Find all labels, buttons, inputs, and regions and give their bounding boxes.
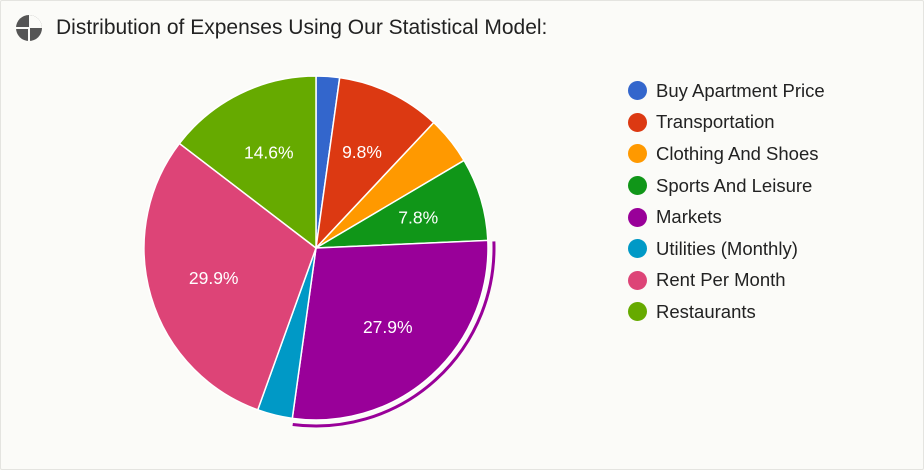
pie-slice-highlight-ring [292,241,496,428]
pie-slice-rent-per-month[interactable] [143,142,317,411]
legend-item-restaurants[interactable]: Restaurants [628,296,825,328]
pie-chart[interactable]: 9.8% 7.8% 27.9% 29.9% 14.6% [1,1,601,469]
legend-item-utilities-monthly[interactable]: Utilities (Monthly) [628,233,825,265]
legend-swatch [628,302,647,322]
legend-item-clothing-and-shoes[interactable]: Clothing And Shoes [628,138,825,170]
legend-swatch [628,176,647,196]
legend-label: Clothing And Shoes [656,142,819,164]
legend-label: Rent Per Month [656,269,786,291]
legend-swatch [628,112,647,132]
legend-label: Transportation [656,111,775,133]
legend-item-sports-and-leisure[interactable]: Sports And Leisure [628,170,825,202]
legend-swatch [628,207,647,227]
legend-label: Utilities (Monthly) [656,237,798,259]
slice-data-label-sports-and-leisure: 7.8% [398,208,438,228]
legend-swatch [628,239,647,259]
legend-item-markets[interactable]: Markets [628,201,825,233]
slice-data-label-transportation: 9.8% [342,142,382,162]
legend-label: Markets [656,206,722,228]
chart-title: Distribution of Expenses Using Our Stati… [56,16,548,39]
pie-slice-restaurants[interactable] [178,75,317,250]
legend-item-buy-apartment-price[interactable]: Buy Apartment Price [628,75,825,107]
pie-slice-transportation[interactable] [314,76,435,251]
chart-header: Distribution of Expenses Using Our Stati… [15,13,547,43]
slice-data-label-markets: 27.9% [363,317,413,337]
pie-chart-icon [16,15,42,41]
legend-label: Sports And Leisure [656,174,813,196]
legend-swatch [628,270,647,290]
legend-item-transportation[interactable]: Transportation [628,107,825,139]
chart-legend: Buy Apartment Price Transportation Clothin… [628,75,825,328]
legend-swatch [628,81,647,101]
legend-label: Restaurants [656,300,756,322]
pie-slice-markets[interactable] [291,239,489,421]
legend-swatch [628,144,647,164]
legend-label: Buy Apartment Price [656,79,825,101]
legend-item-rent-per-month[interactable]: Rent Per Month [628,265,825,297]
slice-data-label-restaurants: 14.6% [244,142,294,162]
slice-data-label-rent-per-month: 29.9% [189,268,239,288]
